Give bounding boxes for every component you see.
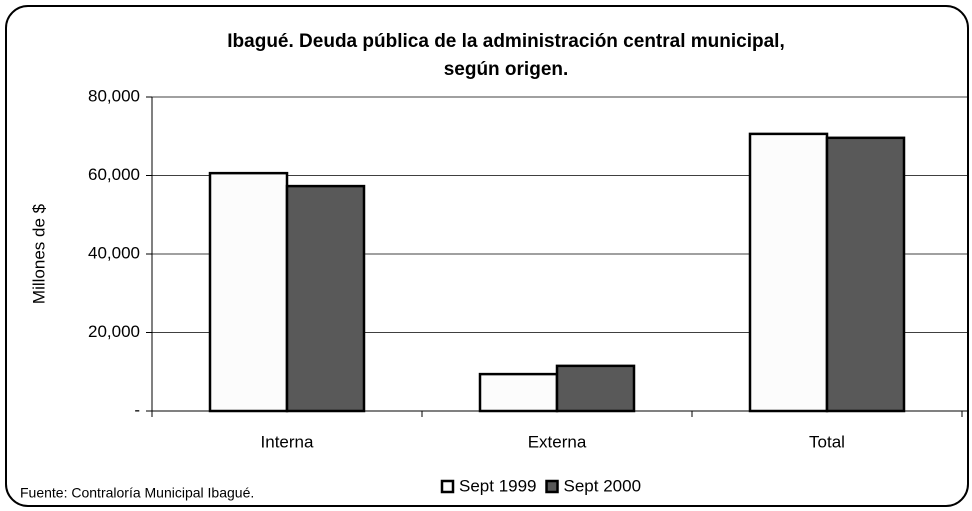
y-tick-label: 20,000 <box>88 322 140 341</box>
x-tick-label: Interna <box>261 432 314 451</box>
y-tick-label: 80,000 <box>88 86 140 105</box>
source-note: Fuente: Contraloría Municipal Ibagué. <box>20 485 254 501</box>
y-tick-label: 60,000 <box>88 165 140 184</box>
bar <box>555 364 636 413</box>
y-axis-label: Millones de $ <box>29 203 48 304</box>
legend-swatch <box>440 479 455 494</box>
x-tick-label: Total <box>809 432 845 451</box>
legend-label: Sept 2000 <box>564 476 642 495</box>
bar <box>825 136 906 413</box>
legend-label: Sept 1999 <box>459 476 537 495</box>
bar <box>478 372 559 413</box>
bar <box>285 184 366 413</box>
chart-title: Ibagué. Deuda pública de la administraci… <box>227 31 784 52</box>
chart-subtitle: según origen. <box>444 59 569 80</box>
bar <box>748 132 829 413</box>
bar <box>208 171 289 413</box>
x-tick-label: Externa <box>528 432 587 451</box>
y-tick-label: 40,000 <box>88 243 140 262</box>
legend-swatch <box>545 479 559 494</box>
y-tick-label: - <box>134 400 140 419</box>
